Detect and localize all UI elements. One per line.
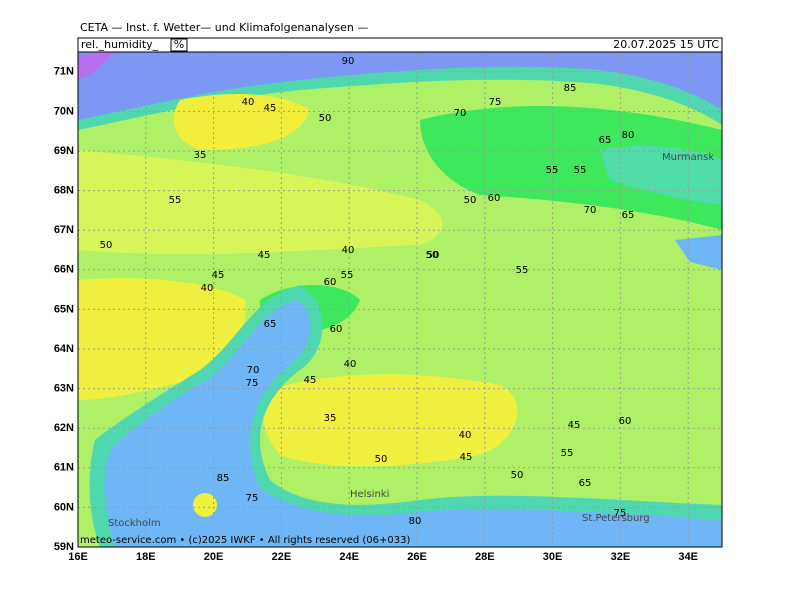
contour-label: 35 (324, 413, 337, 424)
contour-labels: 90 85 75 70 65 50 45 40 35 55 60 50 45 40 55 50 55 75 70 65… (100, 56, 635, 527)
unit: % (174, 38, 184, 51)
contour-label: 55 (574, 165, 587, 176)
lon-label: 30E (543, 551, 563, 563)
field-name: rel._humidity_ (81, 38, 159, 51)
place-label: Stockholm (108, 518, 161, 529)
copyright: meteo-service.com • (c)2025 IWKF • All r… (80, 535, 410, 546)
contour-label: 75 (246, 493, 259, 504)
lon-label: 16E (68, 551, 88, 563)
contour-label: 60 (324, 277, 337, 288)
contour-label: 60 (619, 416, 632, 427)
lon-label: 26E (407, 551, 427, 563)
contour-label: 75 (614, 508, 627, 519)
unit-box (170, 38, 188, 52)
lat-label: 62N (54, 422, 74, 434)
contour-label: 50 (426, 250, 439, 261)
contour-label: 85 (217, 473, 230, 484)
lon-label: 28E (475, 551, 495, 563)
contour-label: 60 (488, 193, 501, 204)
lat-label: 61N (54, 462, 74, 474)
lon-label: 22E (272, 551, 292, 563)
lon-label: 20E (204, 551, 224, 563)
contour-label: 50 (464, 195, 477, 206)
contour-label: 60 (330, 324, 343, 335)
contour-label: 45 (212, 270, 225, 281)
contour-label: 90 (342, 56, 355, 67)
lon-label: 34E (678, 551, 698, 563)
contour-label: 65 (579, 478, 592, 489)
contour-label: 45 (460, 452, 473, 463)
lat-label: 70N (54, 105, 74, 117)
contour-label: 40 (342, 245, 355, 256)
source-title: CETA — Inst. f. Wetter— und Klimafolgena… (80, 21, 368, 34)
contour-label: 55 (169, 195, 182, 206)
contour-label: 75 (489, 97, 502, 108)
contour-label: 80 (622, 130, 635, 141)
contour-label: 50 (427, 250, 440, 261)
place-label: Helsinki (350, 489, 389, 500)
contour-label: 70 (584, 205, 597, 216)
contour-label: 55 (546, 165, 559, 176)
contour-label: 55 (516, 265, 529, 276)
lat-label: 64N (54, 343, 74, 355)
contour-label: 50 (511, 470, 524, 481)
contour-label: 85 (564, 83, 577, 94)
lon-label: 24E (339, 551, 359, 563)
datetime: 20.07.2025 15 UTC (613, 38, 719, 51)
contour-label: 45 (304, 375, 317, 386)
contour-label: 40 (344, 359, 357, 370)
graticule (78, 52, 722, 547)
contour-label: 35 (194, 150, 207, 161)
contour-label: 65 (599, 135, 612, 146)
contour-label: 75 (246, 378, 259, 389)
lat-label: 71N (54, 66, 74, 78)
contour-label: 65 (264, 319, 277, 330)
contour-label: 50 (100, 240, 113, 251)
lat-label: 59N (54, 541, 74, 553)
contour-label: 40 (201, 283, 214, 294)
contour-label: 45 (264, 103, 277, 114)
contour-label: 50 (319, 113, 332, 124)
contour-label: 80 (409, 516, 422, 527)
contour-label: 40 (459, 430, 472, 441)
lat-label: 63N (54, 383, 74, 395)
contour-label: 70 (247, 365, 260, 376)
lon-label: 32E (611, 551, 631, 563)
contour-label: 45 (258, 250, 271, 261)
lat-label: 68N (54, 185, 74, 197)
lat-label: 66N (54, 264, 74, 276)
lat-label: 65N (54, 303, 74, 315)
contour-label: 40 (242, 97, 255, 108)
contour-label: 65 (622, 210, 635, 221)
lat-label: 67N (54, 224, 74, 236)
place-label: St.Petersburg (582, 513, 650, 524)
lat-label: 69N (54, 145, 74, 157)
contour-label: 45 (568, 420, 581, 431)
map-frame (77, 51, 723, 548)
place-label: Murmansk (662, 152, 714, 163)
contour-label: 55 (561, 448, 574, 459)
lon-label: 18E (136, 551, 156, 563)
contour-label: 50 (375, 454, 388, 465)
contour-label: 70 (454, 108, 467, 119)
map-area (78, 52, 722, 547)
contour-label: 55 (341, 270, 354, 281)
lat-label: 60N (54, 501, 74, 513)
